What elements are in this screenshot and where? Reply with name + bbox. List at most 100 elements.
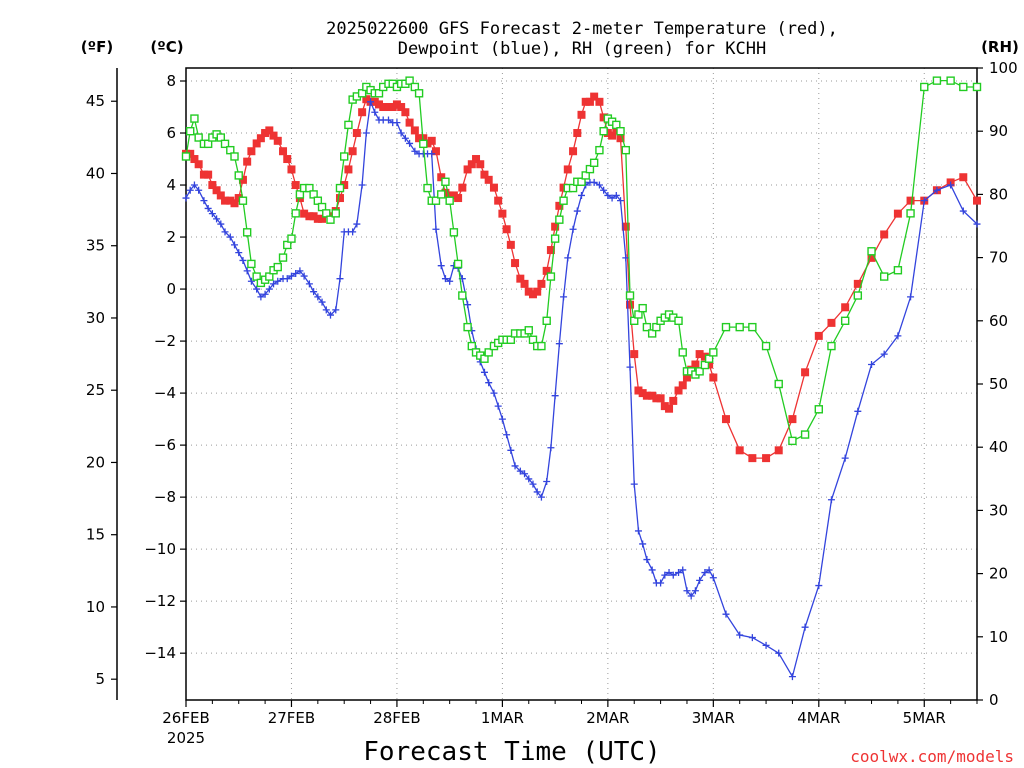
rh-point (445, 196, 454, 205)
dewpoint-point (630, 480, 638, 488)
dewpoint-point (775, 649, 783, 657)
rh-point (879, 272, 889, 281)
dewpoint-point (529, 480, 537, 488)
dewpoint-point (221, 228, 229, 236)
celsius-tick-label: 0 (166, 280, 176, 298)
temperature-point (335, 194, 344, 203)
rh-point (867, 247, 876, 256)
dewpoint-point (705, 566, 713, 574)
rh-point (542, 316, 551, 325)
rh-point (203, 139, 213, 149)
dewpoint-point (283, 275, 291, 283)
rh-point (340, 152, 349, 161)
rh-tick-label: 60 (989, 312, 1008, 330)
temperature-point (291, 181, 300, 190)
rh-point (814, 405, 823, 414)
dewpoint-point (537, 493, 545, 501)
rh-point (431, 196, 441, 205)
celsius-tick-label: −14 (144, 644, 176, 662)
rh-point (181, 152, 191, 161)
dewpoint-point (231, 241, 239, 249)
dewpoint-point (437, 262, 445, 270)
rh-point (313, 196, 323, 205)
temperature-point (283, 155, 292, 164)
rh-point (216, 133, 226, 142)
dewpoint-point (213, 215, 221, 223)
rh-point (612, 120, 621, 130)
dewpoint-point (384, 116, 392, 124)
rh-point (357, 89, 367, 98)
dewpoint-point (247, 277, 255, 285)
rh-point (695, 367, 704, 376)
dewpoint-point (186, 186, 194, 194)
temperature-point (569, 147, 578, 156)
dewpoint-point (907, 293, 915, 301)
rh-point (589, 158, 599, 168)
fahrenheit-unit-label: (ºF) (81, 38, 113, 56)
dewpoint-point (464, 301, 472, 309)
temperature-point (608, 131, 617, 140)
dewpoint-point (253, 285, 261, 293)
celsius-tick-label: 2 (166, 228, 176, 246)
dewpoint-point (578, 191, 585, 199)
dewpoint-point (679, 566, 687, 574)
rh-point (774, 379, 783, 389)
dewpoint-point (322, 306, 330, 314)
rh-point (625, 291, 635, 300)
rh-point (559, 196, 568, 205)
temperature-point (762, 454, 771, 463)
dewpoint-point (371, 108, 379, 116)
rh-tick-label: 90 (989, 122, 1008, 140)
dewpoint-point (525, 475, 533, 483)
temperature-point (573, 129, 582, 138)
dewpoint-point (446, 277, 454, 285)
temperature-point (735, 446, 744, 455)
dewpoint-point (547, 444, 555, 452)
fahrenheit-tick-label: 35 (86, 237, 105, 255)
temperature-point (427, 136, 436, 145)
rh-tick-label: 0 (989, 691, 999, 709)
temperature-point (265, 126, 274, 135)
rh-point (437, 190, 446, 199)
celsius-tick-label: −10 (144, 540, 176, 558)
grid-lines (186, 68, 977, 700)
x-tick-label: 28FEB (373, 709, 420, 727)
dewpoint-point (696, 576, 704, 584)
fahrenheit-tick-label: 15 (86, 526, 105, 544)
temperature-point (656, 394, 665, 403)
dewpoint-point (560, 293, 568, 301)
temperature-point (774, 446, 783, 455)
temperature-point (880, 230, 889, 239)
dewpoint-point (595, 181, 603, 189)
temperature-point (476, 160, 485, 169)
temperature-point (437, 173, 446, 182)
fahrenheit-tick-label: 5 (95, 670, 105, 688)
dewpoint-point (665, 569, 673, 577)
rh-point (616, 126, 625, 136)
rh-point (599, 126, 608, 136)
dewpoint-point (722, 610, 730, 618)
temperature-point (626, 300, 635, 309)
rh-point (630, 316, 639, 325)
temperature-point (563, 165, 572, 174)
temperature-point (216, 191, 225, 200)
dewpoint-point (300, 272, 308, 280)
dewpoint-point (788, 673, 796, 681)
temperature-point (269, 131, 278, 140)
dewpoint-point (687, 592, 695, 600)
dewpoint-point (503, 431, 511, 439)
x-axis-title: Forecast Time (UTC) (363, 737, 660, 767)
temperature-point (551, 222, 560, 231)
dewpoint-point (490, 389, 498, 397)
temperature-point (494, 196, 503, 205)
dewpoint-point (498, 415, 506, 423)
x-tick-label: 4MAR (797, 709, 840, 727)
rh-point (295, 190, 305, 199)
rh-point (920, 82, 929, 92)
celsius-tick-label: −2 (154, 332, 176, 350)
dewpoint-point (762, 641, 770, 649)
dewpoint-point (432, 225, 440, 233)
dewpoint-point (226, 233, 234, 241)
rh-point (721, 322, 731, 332)
dewpoint-point (590, 178, 598, 186)
